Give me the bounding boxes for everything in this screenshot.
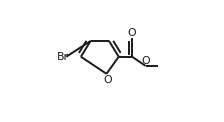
Text: O: O [128,28,136,38]
Text: O: O [142,56,150,66]
Text: Br: Br [57,52,69,62]
Text: O: O [103,75,112,85]
